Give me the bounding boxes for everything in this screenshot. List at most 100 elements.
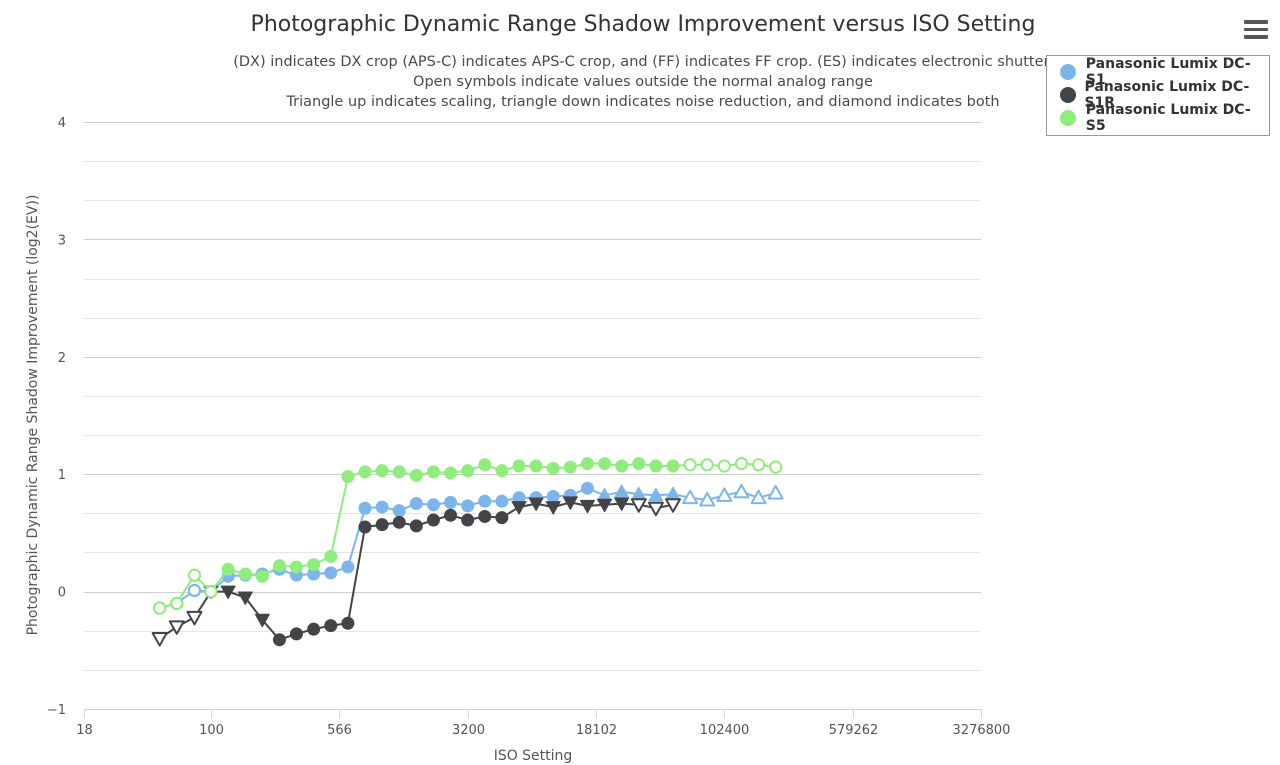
x-tick-label: 579262 [829, 723, 879, 738]
data-point [254, 613, 270, 628]
data-point [495, 494, 509, 508]
legend-label-s1r: Panasonic Lumix DC-S1R [1084, 79, 1250, 111]
legend-label-s5: Panasonic Lumix DC-S5 [1085, 102, 1251, 134]
data-point [615, 459, 629, 473]
data-point [647, 501, 664, 517]
data-point [187, 583, 202, 598]
menu-bar [1244, 20, 1268, 24]
hamburger-menu-icon[interactable] [1244, 20, 1268, 42]
series-1 [151, 496, 681, 647]
data-point [204, 585, 218, 599]
data-point [168, 620, 185, 635]
data-point [186, 610, 203, 626]
data-point [170, 596, 184, 610]
data-point [700, 458, 714, 472]
data-point [151, 632, 168, 647]
data-point [289, 560, 303, 574]
data-point [580, 481, 594, 495]
data-point [238, 567, 252, 581]
data-point [545, 501, 561, 515]
data-point [375, 518, 389, 532]
data-point [664, 498, 681, 513]
data-point [546, 461, 560, 475]
legend-dot-s1 [1060, 64, 1076, 80]
data-point [630, 498, 647, 513]
data-point [512, 491, 526, 505]
chart-title: Photographic Dynamic Range Shadow Improv… [250, 12, 1036, 37]
data-point [409, 519, 423, 533]
data-point [307, 558, 321, 572]
data-point [699, 492, 716, 507]
data-point [511, 501, 527, 515]
data-point [529, 459, 543, 473]
data-point [478, 509, 492, 523]
data-point [392, 465, 406, 479]
data-point [769, 460, 783, 474]
legend-symbol-icon [1056, 110, 1084, 126]
data-point [528, 497, 544, 512]
legend-symbol-icon [1056, 87, 1082, 103]
data-point [580, 457, 594, 471]
data-point [237, 591, 253, 605]
y-tick-label: 3 [58, 233, 66, 248]
y-tick-label: 2 [58, 351, 66, 366]
data-point [187, 568, 202, 582]
legend-dot-s5 [1060, 110, 1076, 126]
data-point [289, 627, 303, 641]
data-point [221, 562, 235, 576]
data-point [649, 459, 663, 473]
series-2 [153, 457, 783, 615]
legend-item-s1r[interactable]: Panasonic Lumix DC-S1R [1056, 79, 1269, 111]
legend-symbol-icon [1056, 64, 1084, 80]
data-point [767, 484, 784, 500]
data-point [375, 500, 389, 514]
data-point [341, 616, 355, 630]
data-point [597, 498, 613, 513]
data-point [598, 457, 612, 471]
chart-subtitle-line-2: Open symbols indicate values outside the… [413, 74, 873, 90]
data-point [444, 508, 458, 522]
data-point [358, 465, 372, 479]
data-point [426, 498, 440, 512]
chart-legend: Panasonic Lumix DC-S1 Panasonic Lumix DC… [1046, 55, 1270, 136]
chart-subtitle-line-1: (DX) indicates DX crop (APS-C) indicates… [233, 54, 1053, 70]
data-point [751, 458, 766, 472]
data-point [632, 457, 646, 471]
x-tick-label: 102400 [700, 723, 750, 738]
data-point [324, 566, 338, 580]
menu-bar [1244, 27, 1268, 31]
data-point [255, 569, 269, 583]
data-point [546, 490, 560, 504]
chart-subtitle-line-3: Triangle up indicates scaling, triangle … [286, 94, 1000, 110]
data-point [409, 468, 423, 482]
data-point [324, 619, 338, 633]
data-point [392, 515, 406, 529]
legend-dot-s1r [1060, 87, 1076, 103]
x-tick-label: 100 [199, 723, 224, 738]
y-tick-label: 1 [58, 468, 66, 483]
data-point [717, 459, 731, 473]
legend-item-s5[interactable]: Panasonic Lumix DC-S5 [1056, 102, 1269, 134]
data-point [734, 457, 749, 471]
data-point [307, 567, 321, 581]
data-point [426, 465, 440, 479]
x-axis-label: ISO Setting [494, 748, 573, 764]
data-point [683, 458, 697, 472]
data-point [461, 513, 475, 527]
data-point [495, 511, 509, 525]
x-tick-label: 18102 [576, 723, 617, 738]
data-point [272, 633, 286, 647]
data-point [665, 486, 681, 501]
y-tick-label: −1 [47, 703, 66, 718]
menu-bar [1244, 35, 1268, 39]
data-point [220, 585, 236, 600]
data-point [750, 489, 767, 505]
data-point [358, 520, 372, 534]
data-point [512, 459, 526, 473]
data-point [392, 504, 406, 518]
data-point [682, 489, 699, 505]
series-layer [151, 457, 784, 647]
legend-item-s1[interactable]: Panasonic Lumix DC-S1 [1056, 56, 1269, 88]
data-point [666, 459, 680, 473]
